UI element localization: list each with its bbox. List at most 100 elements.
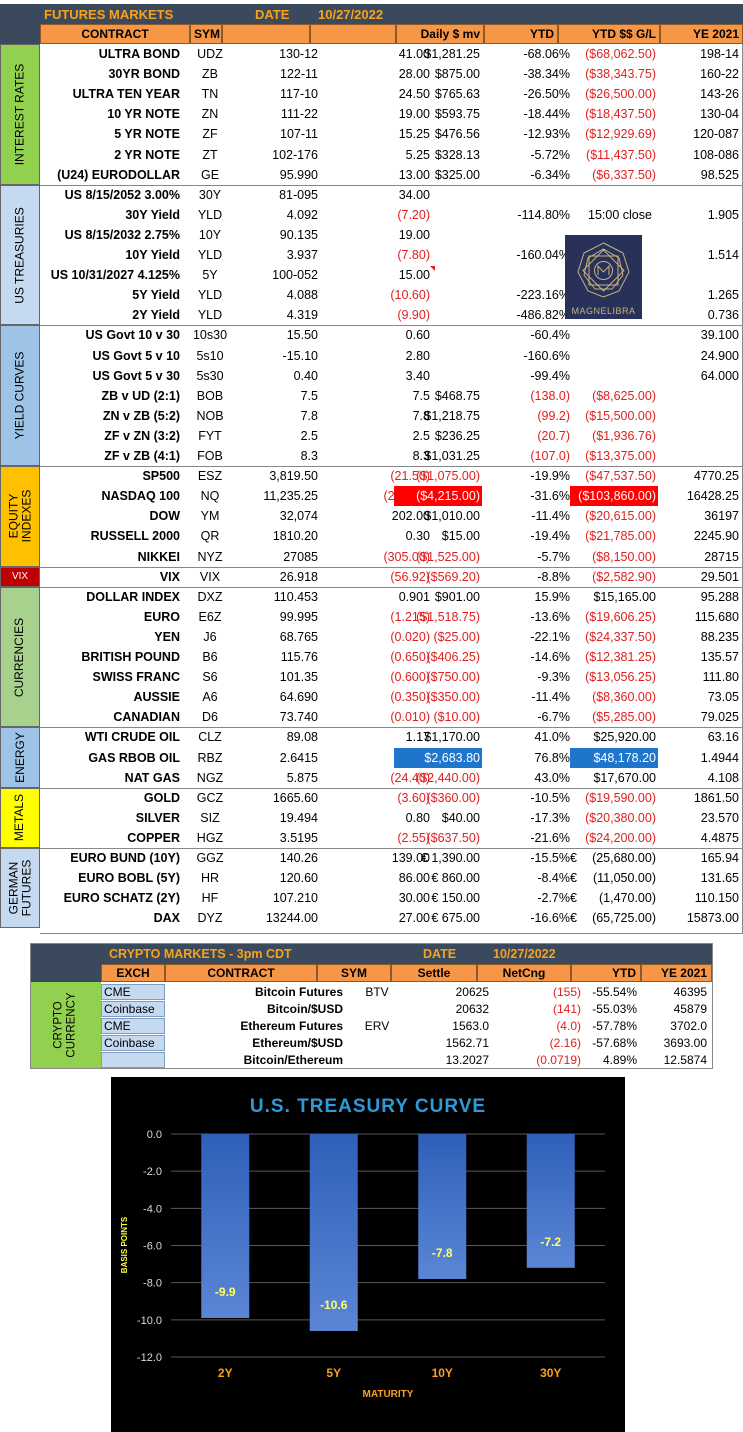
crypto-date-label: DATE [423, 947, 457, 961]
section-label: YIELD CURVES [0, 325, 40, 467]
cell-chg: (7.20) [397, 207, 430, 222]
cell-ytd: -5.7% [537, 549, 570, 564]
cell-ye: 111.80 [702, 670, 739, 685]
cell-chg: (2.55) [397, 830, 430, 845]
crypto-net: (155) [552, 985, 581, 999]
cell-mv: $15.00 [441, 529, 480, 544]
y-tick-label: -2.0 [143, 1166, 162, 1178]
cell-sym: NGZ [196, 770, 224, 785]
futures-row: CANADIAN D6 73.740 (0.010) ($10.00) -6.7% ($5,… [40, 707, 743, 727]
cell-sym: 30Y [198, 187, 222, 202]
cell-mv: ($2,440.00) [416, 770, 480, 785]
cell-px: 110.453 [273, 589, 318, 604]
cell-mv: ($25.00) [433, 629, 480, 644]
cell-px: 15.50 [286, 328, 318, 343]
cell-mv: ($1,525.00) [416, 549, 480, 564]
cell-gl: ($8,625.00) [592, 388, 656, 403]
cell-ytd: -18.44% [523, 107, 570, 122]
cell-con: EURO BUND (10Y) [70, 851, 180, 865]
cell-ytd: -38.34% [523, 67, 570, 82]
cell-px: 101.35 [279, 670, 318, 685]
cell-con: 10Y Yield [125, 248, 180, 262]
futures-row: GOLD GCZ 1665.60 (3.60) ($360.00) -10.5% ($19,… [40, 788, 743, 808]
cell-px: 3.5195 [279, 830, 318, 845]
cell-gl: ($13,375.00) [585, 449, 656, 463]
futures-row: US Govt 5 v 10 5s10 -15.10 2.80 -160.6% 24.90… [40, 346, 743, 366]
cell-px: 2.5 [300, 428, 318, 443]
cell-ye: 160-22 [700, 67, 739, 82]
section-separator [40, 466, 743, 468]
cell-ytd: -11.4% [531, 509, 570, 524]
cell-chg: 15.25 [398, 127, 430, 142]
cell-sym: SIZ [200, 810, 220, 825]
cell-chg: (305.00) [383, 549, 430, 564]
cell-gl: ($6,337.50) [592, 167, 656, 182]
cell-ytd: (99.2) [537, 408, 570, 423]
futures-row: 10Y Yield YLD 3.937 (7.80) -160.04% 1.514 [40, 245, 743, 265]
section-label-text: ENERGY [12, 732, 27, 783]
cell-ye: 88.235 [700, 629, 739, 644]
cell-chg: (24.40) [390, 770, 430, 785]
cell-ytd: -10.5% [530, 790, 570, 805]
cell-ye: 24.900 [700, 348, 739, 363]
cell-ytd: -12.93% [523, 127, 570, 142]
cell-sym: 10s30 [192, 328, 228, 343]
cell-px: 107-11 [280, 127, 318, 142]
crypto-contract: Ethereum/$USD [252, 1036, 343, 1050]
futures-row: DOW YM 32,074 202.00 $1,010.00 -11.4% ($20,615… [40, 506, 743, 526]
cell-chg: 7.5 [412, 388, 430, 403]
cell-sym: J6 [203, 629, 217, 644]
header-contract: CONTRACT [40, 24, 190, 44]
cell-px: 4.319 [286, 308, 318, 323]
cell-sym: ZF [202, 127, 218, 142]
crypto-side-label: CRYPTO CURRENCY [31, 982, 101, 1068]
cell-chg: 30.00 [398, 891, 430, 906]
cell-px: 90.135 [279, 227, 318, 242]
futures-row: RUSSELL 2000 QR 1810.20 0.30 $15.00 -19.4% ($2… [40, 526, 743, 546]
cell-px: 1810.20 [272, 529, 318, 544]
futures-date-label: DATE [255, 7, 290, 22]
cell-gl: $17,670.00 [593, 770, 656, 785]
cell-sym: 5s30 [196, 368, 224, 383]
bar [418, 1134, 467, 1279]
cell-px: 26.918 [279, 569, 318, 584]
cell-mv: € 1,390.00 [420, 851, 480, 865]
crypto-ytd: 4.89% [602, 1053, 637, 1067]
cell-px: 99.995 [279, 609, 318, 624]
futures-row: EURO BUND (10Y) GGZ 140.26 139.00 € 1,390.00… [40, 848, 743, 868]
cell-ytd: 43.0% [534, 770, 570, 785]
cell-con: COPPER [127, 830, 180, 845]
cell-ytd: -2.7% [537, 891, 570, 906]
futures-row: 10 YR NOTE ZN 111-22 19.00 $593.75 -18.44% ($1… [40, 104, 743, 124]
euro-sign: € [570, 851, 577, 865]
crypto-row: Coinbase Bitcoin/$USD 20632 (141) -55.03% 458… [101, 1001, 712, 1018]
cell-chg: 5.25 [405, 147, 430, 162]
section-separator [40, 325, 743, 327]
crypto-settle: 20625 [455, 985, 489, 999]
cell-mv: ($750.00) [426, 670, 480, 685]
cell-con: US 10/31/2027 4.125% [50, 268, 180, 283]
cell-chg: 0.60 [405, 328, 430, 343]
comment-flag-icon [430, 266, 435, 272]
futures-row: SP500 ESZ 3,819.50 (21.50) ($1,075.00) -19.9%… [40, 466, 743, 486]
cell-px: 95.990 [279, 167, 318, 182]
cell-px: 2.6415 [279, 750, 318, 765]
cell-note: 15:00 close [588, 207, 652, 222]
cell-ye: 63.16 [707, 730, 739, 745]
cell-ytd: -60.4% [530, 328, 570, 343]
crypto-contract: Bitcoin Futures [254, 985, 343, 999]
crypto-exchange [101, 1052, 165, 1068]
cell-mv: $40.00 [441, 810, 480, 825]
cell-ytd: -68.06% [523, 47, 570, 61]
cell-ytd: -6.34% [530, 167, 570, 182]
cell-sym: NQ [200, 489, 220, 504]
crypto-exchange: CME [101, 984, 165, 1000]
cell-mv: $1,170.00 [424, 730, 480, 745]
cell-con: ZN v ZB (5:2) [102, 408, 180, 423]
chart-svg: U.S. TREASURY CURVE 0.0 -2.0 -4.0 -6.0 -8.0 -1… [120, 1096, 605, 1400]
cell-gl: ($11,437.50) [586, 147, 656, 162]
cell-con: NAT GAS [124, 770, 180, 785]
cell-chg: (0.600) [390, 670, 430, 685]
cell-ye: 120-087 [693, 127, 739, 142]
cell-chg: 13.00 [398, 167, 430, 182]
